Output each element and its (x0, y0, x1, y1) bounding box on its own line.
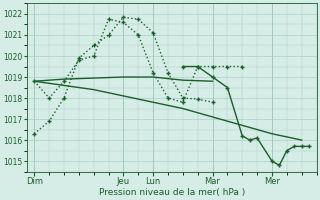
X-axis label: Pression niveau de la mer( hPa ): Pression niveau de la mer( hPa ) (99, 188, 245, 197)
